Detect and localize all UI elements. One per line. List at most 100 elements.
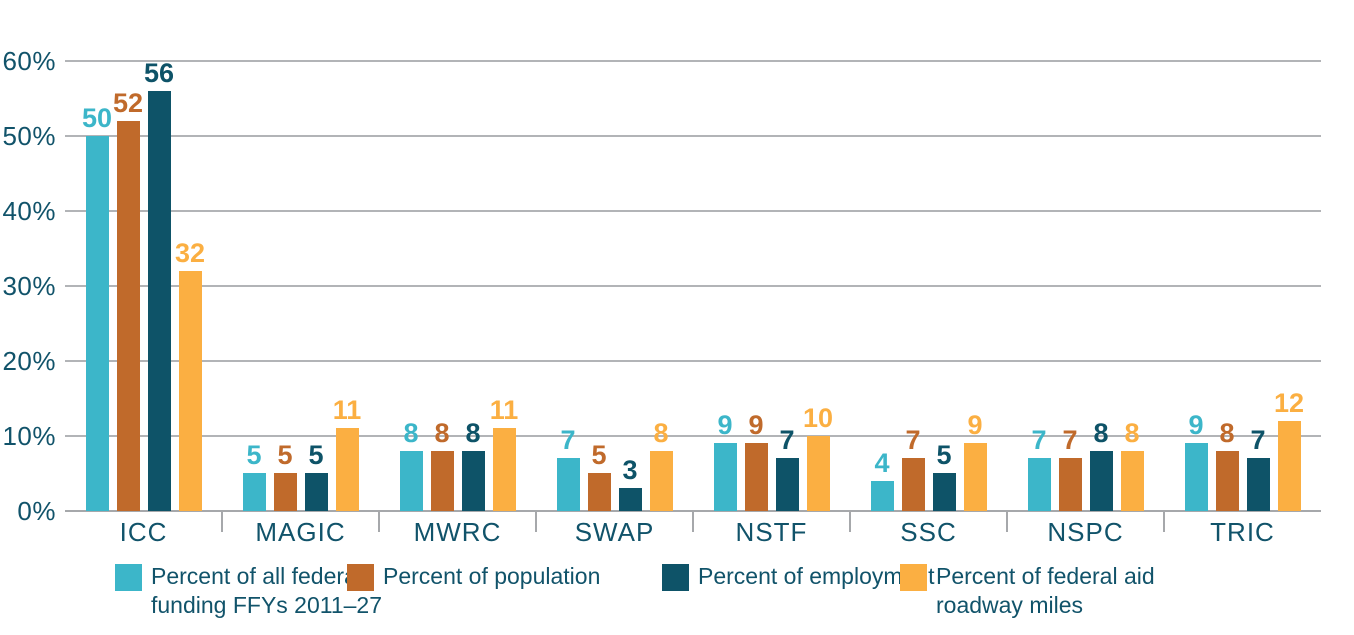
bar-value-label: 9 bbox=[967, 410, 983, 440]
x-axis-tick bbox=[221, 511, 223, 532]
bar-mwrc-series-1 bbox=[399, 451, 423, 511]
legend-label: Percent of employment bbox=[698, 563, 935, 589]
bar-value-label: 8 bbox=[434, 418, 450, 448]
x-axis-category-label: MWRC bbox=[413, 517, 502, 547]
x-axis-tick bbox=[1163, 511, 1165, 532]
bar-tric-series-3 bbox=[1246, 458, 1270, 511]
gridline bbox=[65, 135, 1321, 137]
x-axis-tick bbox=[1006, 511, 1008, 532]
bar-magic-series-4 bbox=[335, 428, 359, 511]
x-axis-tick bbox=[692, 511, 694, 532]
bar-nstf-series-1 bbox=[713, 443, 737, 511]
x-axis-category-label: MAGIC bbox=[255, 517, 346, 547]
chart-legend: Percent of all federal funding FFYs 2011… bbox=[0, 563, 1354, 630]
bar-mwrc-series-2 bbox=[430, 451, 454, 511]
bar-magic-series-1 bbox=[242, 473, 266, 511]
bar-swap-series-2 bbox=[587, 473, 611, 511]
bar-value-label: 56 bbox=[143, 58, 175, 88]
bar-ssc-series-2 bbox=[901, 458, 925, 511]
bar-value-label: 9 bbox=[748, 410, 764, 440]
x-axis-category-label: SSC bbox=[900, 517, 957, 547]
bar-nspc-series-3 bbox=[1089, 451, 1113, 511]
bar-ssc-series-1 bbox=[870, 481, 894, 511]
bar-value-label: 7 bbox=[1031, 425, 1047, 455]
bar-value-label: 50 bbox=[81, 103, 113, 133]
bar-value-label: 8 bbox=[403, 418, 419, 448]
bar-nspc-series-2 bbox=[1058, 458, 1082, 511]
bar-tric-series-1 bbox=[1184, 443, 1208, 511]
bar-value-label: 8 bbox=[1093, 418, 1109, 448]
bar-value-label: 11 bbox=[332, 395, 362, 425]
bar-value-label: 7 bbox=[905, 425, 921, 455]
bar-icc-series-1 bbox=[85, 136, 109, 511]
bar-icc-series-4 bbox=[178, 271, 202, 511]
bar-value-label: 52 bbox=[112, 88, 144, 118]
bar-value-label: 10 bbox=[802, 403, 834, 433]
x-axis-category-label: NSPC bbox=[1047, 517, 1124, 547]
legend-label: Percent of population bbox=[383, 563, 601, 589]
bar-value-label: 7 bbox=[1250, 425, 1266, 455]
gridline bbox=[65, 210, 1321, 212]
y-axis-tick-label: 40% bbox=[2, 196, 56, 226]
gridline bbox=[65, 285, 1321, 287]
y-axis-tick-label: 20% bbox=[2, 346, 56, 376]
bar-value-label: 7 bbox=[779, 425, 795, 455]
bar-nspc-series-4 bbox=[1120, 451, 1144, 511]
bar-value-label: 8 bbox=[653, 418, 669, 448]
gridline bbox=[65, 435, 1321, 437]
bar-value-label: 5 bbox=[591, 440, 607, 470]
bar-value-label: 5 bbox=[936, 440, 952, 470]
bar-value-label: 11 bbox=[489, 395, 519, 425]
legend-item: Percent of employment bbox=[662, 563, 935, 591]
x-axis-category-label: NSTF bbox=[735, 517, 808, 547]
bar-icc-series-2 bbox=[116, 121, 140, 511]
bar-nstf-series-3 bbox=[775, 458, 799, 511]
bar-mwrc-series-3 bbox=[461, 451, 485, 511]
bar-nspc-series-1 bbox=[1027, 458, 1051, 511]
x-axis-category-label: ICC bbox=[119, 517, 168, 547]
bar-value-label: 5 bbox=[277, 440, 293, 470]
bar-value-label: 8 bbox=[465, 418, 481, 448]
bar-nstf-series-4 bbox=[806, 436, 830, 511]
bar-value-label: 3 bbox=[622, 455, 638, 485]
bar-ssc-series-3 bbox=[932, 473, 956, 511]
x-axis-category-label: TRIC bbox=[1210, 517, 1275, 547]
bar-value-label: 8 bbox=[1124, 418, 1140, 448]
y-axis-tick-label: 0% bbox=[17, 496, 56, 526]
bar-magic-series-2 bbox=[273, 473, 297, 511]
bar-swap-series-3 bbox=[618, 488, 642, 511]
bar-value-label: 12 bbox=[1273, 388, 1305, 418]
legend-item: Percent of federal aid roadway miles bbox=[900, 563, 1155, 620]
bar-value-label: 5 bbox=[308, 440, 324, 470]
bar-value-label: 9 bbox=[717, 410, 733, 440]
y-axis-tick-label: 60% bbox=[2, 46, 56, 76]
bar-tric-series-4 bbox=[1277, 421, 1301, 511]
bar-mwrc-series-4 bbox=[492, 428, 516, 511]
legend-item: Percent of population bbox=[347, 563, 601, 591]
bar-nstf-series-2 bbox=[744, 443, 768, 511]
gridline bbox=[65, 360, 1321, 362]
x-axis-tick bbox=[535, 511, 537, 532]
legend-swatch bbox=[900, 564, 927, 591]
bar-value-label: 9 bbox=[1188, 410, 1204, 440]
legend-swatch bbox=[662, 564, 689, 591]
bar-value-label: 4 bbox=[874, 448, 890, 478]
y-axis-tick-label: 50% bbox=[2, 121, 56, 151]
y-axis-tick-label: 30% bbox=[2, 271, 56, 301]
legend-label: Percent of federal aid roadway miles bbox=[936, 563, 1155, 618]
bar-value-label: 7 bbox=[1062, 425, 1078, 455]
legend-item: Percent of all federal funding FFYs 2011… bbox=[115, 563, 382, 620]
bar-magic-series-3 bbox=[304, 473, 328, 511]
bar-value-label: 5 bbox=[246, 440, 262, 470]
bar-icc-series-3 bbox=[147, 91, 171, 511]
bar-value-label: 32 bbox=[174, 238, 206, 268]
legend-swatch bbox=[347, 564, 374, 591]
bar-swap-series-4 bbox=[649, 451, 673, 511]
bar-ssc-series-4 bbox=[963, 443, 987, 511]
bar-value-label: 7 bbox=[560, 425, 576, 455]
x-axis-tick bbox=[849, 511, 851, 532]
legend-swatch bbox=[115, 564, 142, 591]
x-axis-tick bbox=[378, 511, 380, 532]
x-axis-category-label: SWAP bbox=[574, 517, 655, 547]
